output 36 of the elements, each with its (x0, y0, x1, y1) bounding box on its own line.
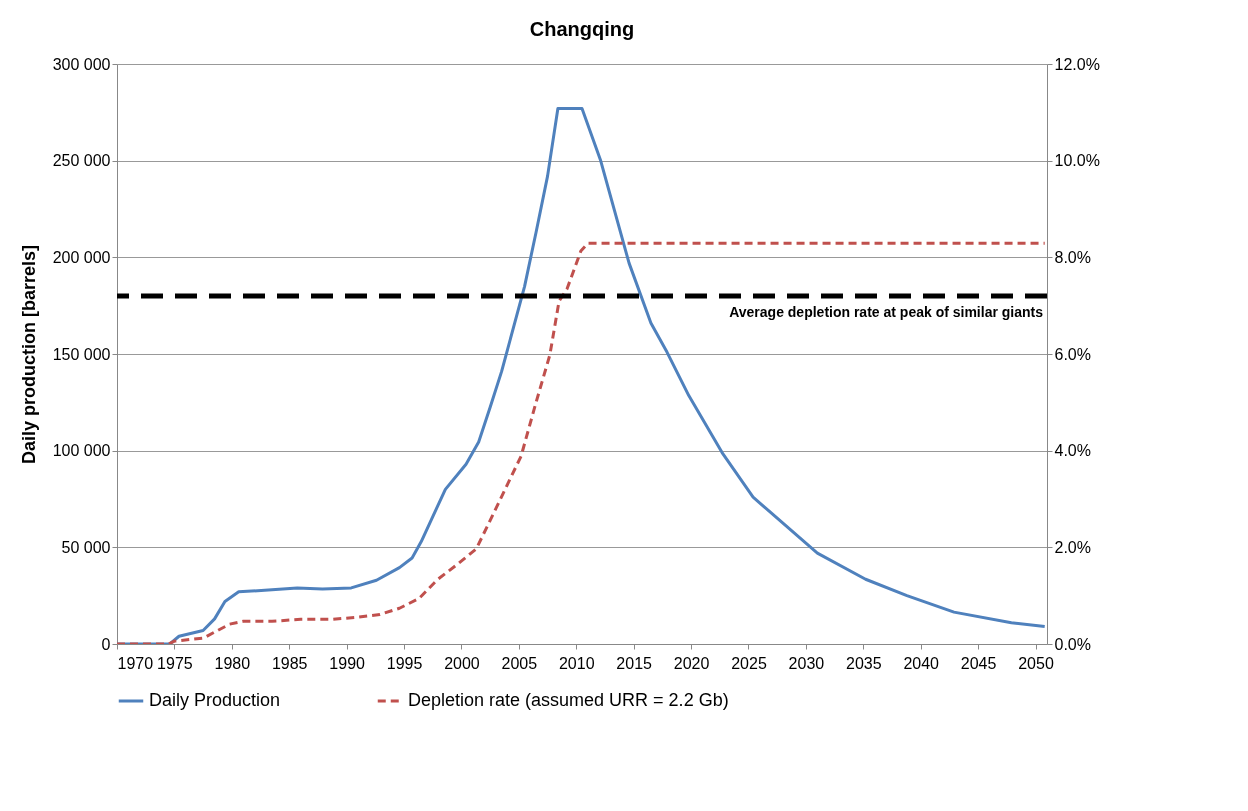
y2-tick-label: 2.0% (1054, 538, 1091, 556)
ref-line-label: Average depletion rate at peak of similar giants (729, 304, 1044, 320)
x-tick-label: 2030 (788, 654, 825, 672)
x-tick-label: 2010 (558, 654, 595, 672)
x-tick-label: 2025 (731, 654, 767, 672)
y-tick-label: 0 (101, 635, 111, 653)
x-tick-label: 1975 (157, 654, 193, 672)
y-tick-label: 100 000 (52, 442, 111, 460)
y-tick-label: 300 000 (52, 55, 111, 73)
x-tick-label: 1990 (329, 654, 366, 672)
y-tick-label: 50 000 (61, 538, 111, 556)
y2-tick-label: 0.0% (1054, 635, 1091, 653)
y-tick-label: 150 000 (52, 345, 111, 363)
x-tick-label: 2015 (616, 654, 653, 672)
chart-title: Changqing (529, 18, 635, 40)
y-axis-title: Daily production [barrels] (18, 244, 39, 465)
x-tick-label: 2035 (846, 654, 882, 672)
x-tick-label: 1980 (214, 654, 251, 672)
x-tick-label: 1985 (271, 654, 308, 672)
legend-label: Daily Production (149, 690, 281, 710)
x-tick-label: 1995 (386, 654, 423, 672)
y-tick-label: 250 000 (52, 152, 111, 170)
x-tick-label: 2050 (1018, 654, 1054, 672)
y-tick-label: 200 000 (52, 248, 111, 266)
y2-tick-label: 8.0% (1054, 248, 1091, 266)
x-tick-label: 2020 (673, 654, 710, 672)
y2-tick-label: 12.0% (1054, 55, 1100, 73)
x-tick-label: 2000 (444, 654, 480, 672)
x-tick-label: 1970 (117, 654, 154, 672)
x-tick-label: 2005 (501, 654, 538, 672)
x-tick-label: 2045 (960, 654, 997, 672)
y2-tick-label: 4.0% (1054, 442, 1091, 460)
x-tick-label: 2040 (903, 654, 940, 672)
legend-label: Depletion rate (assumed URR = 2.2 Gb) (408, 690, 729, 710)
y2-tick-label: 10.0% (1054, 152, 1100, 170)
y2-tick-label: 6.0% (1054, 345, 1091, 363)
